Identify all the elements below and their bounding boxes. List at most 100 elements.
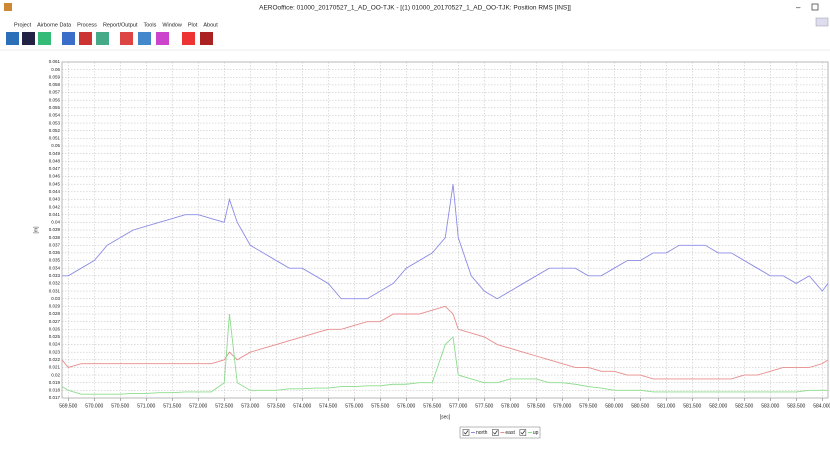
y-tick-label: 0.046 <box>49 174 61 179</box>
title-bar <box>0 0 830 20</box>
y-tick-label: 0.043 <box>49 197 61 202</box>
child-controls[interactable] <box>815 17 829 27</box>
menu-item[interactable]: Project <box>14 22 32 28</box>
y-tick-label: 0.04 <box>51 220 60 225</box>
y-tick-label: 0.061 <box>49 59 61 64</box>
toolbar-button[interactable] <box>22 32 35 45</box>
legend-label: north <box>476 430 488 436</box>
x-tick-label: 582.000 <box>709 403 727 409</box>
maximize-button[interactable] <box>811 3 819 11</box>
toolbar-button[interactable] <box>62 32 75 45</box>
minimize-button[interactable]: – <box>796 3 801 12</box>
x-tick-label: 571.000 <box>137 403 155 409</box>
y-tick-label: 0.03 <box>51 296 60 301</box>
x-tick-label: 575.000 <box>345 403 363 409</box>
y-tick-label: 0.041 <box>49 212 61 217</box>
menu-item[interactable]: Plot <box>188 22 198 28</box>
y-tick-label: 0.059 <box>49 74 61 79</box>
x-tick-label: 576.500 <box>423 403 441 409</box>
y-tick-label: 0.047 <box>49 166 61 171</box>
toolbar-button[interactable] <box>120 32 133 45</box>
menu-item[interactable]: Window <box>162 22 182 28</box>
x-tick-label: 573.000 <box>241 403 259 409</box>
plot-area <box>61 61 829 399</box>
y-tick-label: 0.021 <box>49 365 61 370</box>
y-tick-label: 0.044 <box>49 189 61 194</box>
x-tick-label: 573.500 <box>267 403 285 409</box>
y-tick-label: 0.023 <box>49 349 61 354</box>
y-tick-label: 0.022 <box>49 357 61 362</box>
y-tick-label: 0.036 <box>49 250 61 255</box>
x-tick-label: 571.500 <box>163 403 181 409</box>
menu-item[interactable]: About <box>203 22 218 28</box>
y-tick-label: 0.05 <box>51 143 60 148</box>
x-tick-label: 579.500 <box>579 403 597 409</box>
y-tick-label: 0.028 <box>49 311 61 316</box>
y-tick-label: 0.055 <box>49 105 61 110</box>
y-tick-label: 0.033 <box>49 273 61 278</box>
y-tick-label: 0.025 <box>49 334 61 339</box>
menu-item[interactable]: Process <box>77 22 97 28</box>
x-tick-label: 574.500 <box>319 403 337 409</box>
x-tick-label: 578.000 <box>501 403 519 409</box>
y-tick-label: 0.037 <box>49 242 61 247</box>
toolbar-button[interactable] <box>6 32 19 45</box>
y-tick-label: 0.051 <box>49 136 61 141</box>
legend-checkbox[interactable] <box>462 429 470 436</box>
y-tick-label: 0.052 <box>49 128 61 133</box>
y-tick-label: 0.024 <box>49 342 61 347</box>
x-tick-label: 577.500 <box>475 403 493 409</box>
y-tick-label: 0.06 <box>51 67 60 72</box>
y-tick-label: 0.048 <box>49 158 61 163</box>
y-tick-label: 0.038 <box>49 235 61 240</box>
toolbar-button[interactable] <box>200 32 213 45</box>
x-tick-label: 570.000 <box>85 403 103 409</box>
series-line <box>61 305 829 380</box>
y-tick-label: 0.054 <box>49 113 61 118</box>
y-tick-label: 0.029 <box>49 304 61 309</box>
checkmark <box>463 430 469 435</box>
y-tick-label: 0.034 <box>49 265 61 270</box>
x-tick-label: 570.500 <box>111 403 129 409</box>
x-tick-label: 577.000 <box>449 403 467 409</box>
y-tick-label: 0.017 <box>49 395 61 400</box>
menu-item[interactable]: Airborne Data <box>37 22 72 28</box>
y-tick-label: 0.035 <box>49 258 61 263</box>
chart: 0.017 0.018 0.019 0.02 0.021 0.022 0.023 0.024 0… <box>33 59 830 420</box>
toolbar-button[interactable] <box>96 32 109 45</box>
menu-item[interactable]: Report/Output <box>103 22 138 28</box>
y-tick-label: 0.018 <box>49 388 61 393</box>
y-tick-label: 0.031 <box>49 288 61 293</box>
x-tick-label: 581.000 <box>657 403 675 409</box>
x-tick-label: 580.000 <box>605 403 623 409</box>
x-tick-label: 581.500 <box>683 403 701 409</box>
toolbar-button[interactable] <box>38 32 51 45</box>
toolbar-button[interactable] <box>182 32 195 45</box>
y-axis-label: [m] <box>33 226 39 234</box>
x-tick-label: 579.000 <box>553 403 571 409</box>
legend-box <box>459 426 541 439</box>
y-tick-label: 0.053 <box>49 120 61 125</box>
x-tick-label: 569.500 <box>59 403 77 409</box>
legend-label: up <box>533 430 539 436</box>
x-tick-label: 572.500 <box>215 403 233 409</box>
legend-label: east <box>505 430 515 436</box>
toolbar-button[interactable] <box>156 32 169 45</box>
x-tick-label: 583.500 <box>787 403 805 409</box>
y-tick-label: 0.057 <box>49 90 61 95</box>
menu-item[interactable]: Tools <box>143 22 156 28</box>
y-tick-label: 0.058 <box>49 82 61 87</box>
checkmark <box>493 430 498 435</box>
y-tick-label: 0.045 <box>49 181 61 186</box>
y-tick-label: 0.056 <box>49 97 61 102</box>
toolbar-button[interactable] <box>138 32 151 45</box>
menu-bar: Project Airborne Data Process Report/Output… <box>14 22 218 28</box>
legend-checkbox[interactable] <box>519 429 527 436</box>
toolbar-button[interactable] <box>79 32 92 45</box>
legend-checkbox[interactable] <box>492 429 499 436</box>
y-tick-label: 0.019 <box>49 380 61 385</box>
series-line <box>61 313 828 395</box>
y-tick-label: 0.032 <box>49 281 61 286</box>
